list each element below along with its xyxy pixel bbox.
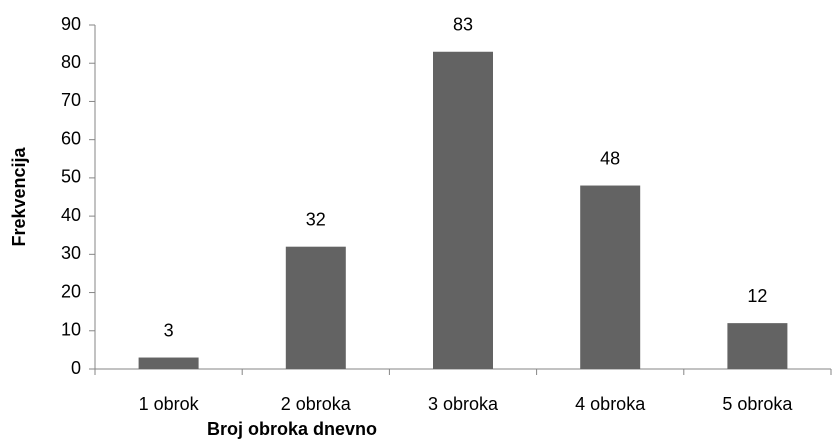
x-tick-label: 2 obroka (281, 394, 352, 414)
x-tick-label: 5 obroka (722, 394, 793, 414)
bar (285, 246, 346, 369)
y-tick-label: 90 (61, 14, 81, 34)
x-axis-title: Broj obroka dnevno (207, 419, 377, 439)
y-tick-label: 20 (61, 281, 81, 301)
y-tick-label: 50 (61, 167, 81, 187)
bar (433, 51, 493, 369)
y-tick-label: 70 (61, 90, 81, 110)
x-tick-label: 3 obroka (428, 394, 499, 414)
y-tick-label: 0 (71, 358, 81, 378)
bar (727, 323, 788, 369)
data-label: 83 (453, 15, 473, 35)
bar (138, 357, 199, 369)
bar (580, 185, 641, 369)
data-label: 48 (600, 148, 620, 168)
y-tick-label: 60 (61, 128, 81, 148)
y-tick-label: 80 (61, 52, 81, 72)
x-tick-label: 4 obroka (575, 394, 646, 414)
data-label: 12 (747, 286, 767, 306)
y-tick-label: 10 (61, 320, 81, 340)
data-label: 32 (306, 209, 326, 229)
x-tick-label: 1 obrok (139, 394, 200, 414)
y-axis-title: Frekvencija (9, 146, 29, 246)
y-tick-label: 30 (61, 243, 81, 263)
y-tick-label: 40 (61, 205, 81, 225)
data-label: 3 (164, 320, 174, 340)
